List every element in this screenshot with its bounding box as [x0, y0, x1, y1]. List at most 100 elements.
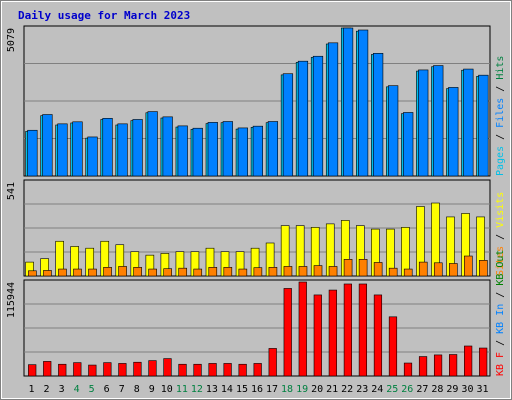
- bar-kbf-day-1: [28, 364, 37, 377]
- day-label-28: 28: [431, 384, 443, 395]
- bar-files-day-24: [373, 53, 384, 177]
- legend-part-1-2: Visits: [495, 192, 506, 228]
- bar-sites-day-25: [388, 267, 398, 277]
- bar-sites-day-6: [103, 267, 112, 277]
- bar-files-day-4: [72, 121, 83, 177]
- bar-files-day-28: [433, 65, 444, 177]
- bar-kbf-day-29: [448, 354, 458, 377]
- panel-visits-sites: 541 Sites / Visits: [6, 179, 506, 277]
- day-label-23: 23: [356, 384, 368, 395]
- bar-sites-day-7: [118, 266, 127, 277]
- bar-sites-day-14: [223, 267, 233, 277]
- bar-kbf-day-19: [298, 281, 307, 377]
- bar-files-day-13: [207, 122, 218, 177]
- panel-pages-files-hits: 5079 Pages / Files / Hits: [6, 25, 506, 177]
- bar-kbf-day-28: [433, 354, 443, 377]
- bar-files-day-8: [132, 119, 143, 177]
- bar-files-day-3: [57, 123, 68, 177]
- day-label-1: 1: [29, 384, 35, 395]
- bar-sites-day-15: [238, 268, 248, 277]
- bar-sites-day-28: [433, 262, 443, 277]
- bar-kbf-day-25: [388, 316, 398, 377]
- day-label-2: 2: [44, 384, 50, 395]
- day-label-5: 5: [89, 384, 95, 395]
- bar-files-day-9: [147, 111, 158, 177]
- bar-sites-day-1: [28, 270, 37, 277]
- bar-sites-day-4: [73, 268, 82, 277]
- day-label-11: 11: [176, 384, 188, 395]
- bar-visits-day-26: [401, 227, 410, 277]
- day-label-7: 7: [119, 384, 125, 395]
- bar-files-day-27: [418, 69, 429, 177]
- bar-sites-day-26: [403, 268, 413, 277]
- bar-files-day-15: [237, 127, 248, 177]
- bar-kbf-day-5: [88, 364, 97, 377]
- bar-files-day-12: [192, 127, 203, 177]
- bar-sites-day-16: [253, 267, 263, 277]
- bar-kbf-day-11: [178, 363, 187, 377]
- bar-kbf-day-27: [418, 356, 428, 377]
- bar-files-day-25: [388, 85, 399, 177]
- day-label-8: 8: [134, 384, 140, 395]
- bar-kbf-day-14: [223, 363, 232, 377]
- day-label-12: 12: [191, 384, 203, 395]
- bar-files-day-22: [342, 27, 354, 177]
- day-label-30: 30: [461, 384, 473, 395]
- day-label-26: 26: [401, 384, 413, 395]
- bar-files-day-31: [478, 74, 489, 177]
- bar-kbf-day-3: [58, 363, 67, 377]
- day-label-24: 24: [371, 384, 383, 395]
- bar-kbf-day-31: [479, 347, 488, 377]
- bar-files-day-20: [312, 55, 324, 177]
- legend-part-0-4: Hits: [495, 56, 506, 80]
- bar-kbf-day-17: [268, 348, 277, 377]
- bar-files-day-2: [42, 114, 53, 177]
- bar-kbf-day-9: [148, 360, 157, 377]
- ymax-label-2: 115944: [6, 282, 17, 318]
- day-label-6: 6: [104, 384, 110, 395]
- legend-part-2-3: /: [495, 286, 506, 304]
- bar-kbf-day-30: [464, 345, 473, 377]
- bar-files-day-6: [102, 118, 113, 177]
- legend-label-1: Sites / Visits: [495, 192, 506, 276]
- bar-sites-day-5: [88, 268, 97, 277]
- day-label-20: 20: [311, 384, 323, 395]
- legend-part-1-0: Sites: [495, 246, 506, 276]
- bar-sites-day-27: [418, 261, 428, 277]
- day-label-13: 13: [206, 384, 218, 395]
- bar-sites-day-12: [193, 268, 203, 277]
- legend-part-2-0: KB F: [495, 352, 506, 376]
- legend-part-2-2: KB In: [495, 304, 506, 334]
- bar-kbf-day-16: [253, 363, 262, 377]
- bar-sites-day-30: [464, 255, 473, 277]
- bar-sites-day-11: [178, 267, 188, 277]
- bar-sites-day-17: [268, 267, 278, 277]
- day-label-19: 19: [296, 384, 308, 395]
- bar-sites-day-24: [373, 262, 383, 277]
- day-label-22: 22: [341, 384, 353, 395]
- bar-kbf-day-18: [283, 288, 292, 377]
- legend-part-1-1: /: [495, 228, 506, 246]
- chart-title: Daily usage for March 2023: [18, 9, 190, 22]
- bar-kbf-day-2: [43, 361, 52, 377]
- bar-sites-day-19: [298, 266, 308, 277]
- legend-label-2: KB F / KB In / KB Out: [495, 250, 506, 376]
- bar-kbf-day-15: [238, 363, 247, 377]
- day-label-25: 25: [386, 384, 398, 395]
- legend-part-0-2: Files: [495, 98, 506, 128]
- bar-files-day-30: [463, 68, 474, 177]
- legend-part-0-0: Pages: [495, 146, 506, 176]
- bar-files-day-17: [267, 121, 279, 177]
- day-label-10: 10: [161, 384, 173, 395]
- day-label-15: 15: [236, 384, 248, 395]
- bar-kbf-day-22: [343, 283, 352, 377]
- bar-files-day-26: [403, 112, 414, 177]
- ymax-label-1: 541: [6, 182, 17, 200]
- bar-sites-day-29: [448, 263, 458, 277]
- bar-sites-day-20: [313, 265, 323, 277]
- bar-files-day-16: [252, 125, 263, 177]
- bar-kbf-day-4: [73, 362, 82, 377]
- day-label-3: 3: [59, 384, 65, 395]
- bar-kbf-day-24: [373, 294, 383, 377]
